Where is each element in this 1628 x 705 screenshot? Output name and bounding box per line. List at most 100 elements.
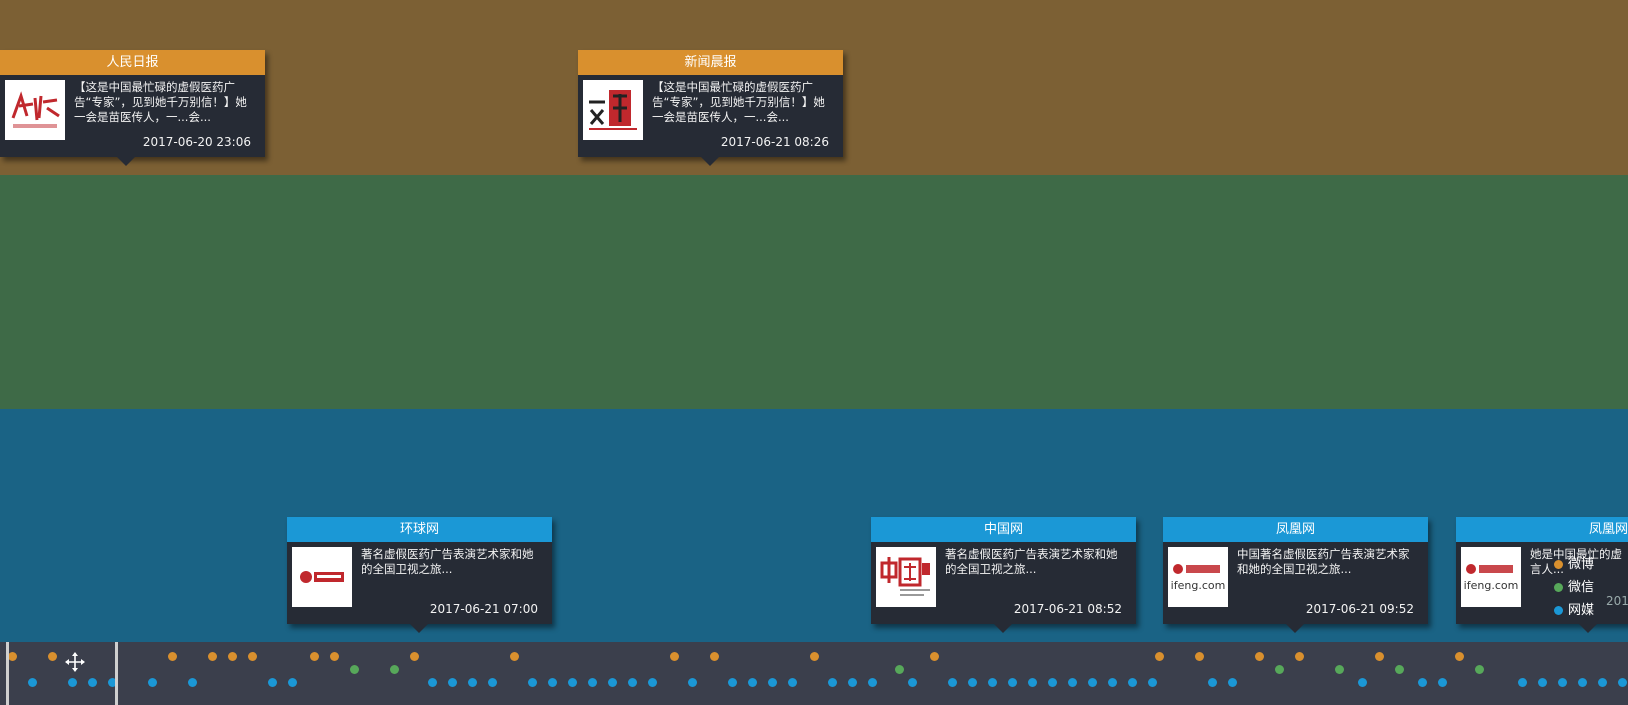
card-summary: 【这是中国最忙碌的虚假医药广告“专家”，见到她千万别信！】她一会是苗医传人，一.… <box>74 80 247 124</box>
weibo-event-dot[interactable] <box>930 652 939 661</box>
media-event-dot[interactable] <box>628 678 637 687</box>
media-event-dot[interactable] <box>1148 678 1157 687</box>
weibo-event-dot[interactable] <box>810 652 819 661</box>
media-event-dot[interactable] <box>1358 678 1367 687</box>
news-card-ifeng-2[interactable]: 凤凰网 ifeng.com 她是中国最忙的虚言人... 2017 <box>1456 517 1628 633</box>
media-event-dot[interactable] <box>748 678 757 687</box>
media-event-dot[interactable] <box>1048 678 1057 687</box>
media-event-dot[interactable] <box>68 678 77 687</box>
media-event-dot[interactable] <box>1088 678 1097 687</box>
weibo-event-dot[interactable] <box>1155 652 1164 661</box>
media-event-dot[interactable] <box>868 678 877 687</box>
media-event-dot[interactable] <box>1558 678 1567 687</box>
news-card-renmin[interactable]: 人民日报 【这是中国最忙碌的虚假医药广告“专家”，见到她千万别信！】她一会是苗医… <box>0 50 265 166</box>
media-event-dot[interactable] <box>1128 678 1137 687</box>
media-event-dot[interactable] <box>1108 678 1117 687</box>
ifeng-logo-image: ifeng.com <box>1461 547 1521 607</box>
media-event-dot[interactable] <box>1228 678 1237 687</box>
news-card-zhongguo[interactable]: 中国网 著名虚假医药广告表演艺术家和她的全国卫视之旅... 2017-06-21… <box>871 517 1136 633</box>
media-event-dot[interactable] <box>688 678 697 687</box>
media-event-dot[interactable] <box>188 678 197 687</box>
weibo-event-dot[interactable] <box>410 652 419 661</box>
media-event-dot[interactable] <box>88 678 97 687</box>
media-event-dot[interactable] <box>28 678 37 687</box>
media-dot-icon <box>1554 606 1563 615</box>
weixin-event-dot[interactable] <box>350 665 359 674</box>
weixin-event-dot[interactable] <box>895 665 904 674</box>
media-event-dot[interactable] <box>468 678 477 687</box>
weibo-event-dot[interactable] <box>168 652 177 661</box>
card-time: 2017-06-21 08:52 <box>1013 602 1122 616</box>
weibo-event-dot[interactable] <box>1295 652 1304 661</box>
media-event-dot[interactable] <box>848 678 857 687</box>
weixin-event-dot[interactable] <box>1335 665 1344 674</box>
weibo-event-dot[interactable] <box>510 652 519 661</box>
weibo-event-dot[interactable] <box>1455 652 1464 661</box>
media-event-dot[interactable] <box>1598 678 1607 687</box>
weibo-event-dot[interactable] <box>310 652 319 661</box>
news-card-huanqiu[interactable]: 环球网 著名虚假医药广告表演艺术家和她的全国卫视之旅... 2017-06-21… <box>287 517 552 633</box>
weibo-event-dot[interactable] <box>1375 652 1384 661</box>
weibo-event-dot[interactable] <box>208 652 217 661</box>
weixin-event-dot[interactable] <box>1275 665 1284 674</box>
media-event-dot[interactable] <box>728 678 737 687</box>
media-event-dot[interactable] <box>268 678 277 687</box>
media-event-dot[interactable] <box>1028 678 1037 687</box>
weibo-event-dot[interactable] <box>1255 652 1264 661</box>
media-event-dot[interactable] <box>1518 678 1527 687</box>
media-event-dot[interactable] <box>1068 678 1077 687</box>
weibo-dot-icon <box>1554 560 1563 569</box>
weibo-event-dot[interactable] <box>48 652 57 661</box>
card-summary: 她是中国最忙的虚言人... <box>1530 547 1622 576</box>
media-event-dot[interactable] <box>488 678 497 687</box>
timeline-strip[interactable] <box>0 642 1628 705</box>
media-event-dot[interactable] <box>428 678 437 687</box>
weibo-event-dot[interactable] <box>8 652 17 661</box>
legend-item-media[interactable]: 网媒 <box>1550 599 1628 622</box>
media-event-dot[interactable] <box>948 678 957 687</box>
media-event-dot[interactable] <box>768 678 777 687</box>
media-event-dot[interactable] <box>968 678 977 687</box>
news-card-ifeng-1[interactable]: 凤凰网 ifeng.com 中国著名虚假医药广告表演艺术家和她的全国卫视之旅..… <box>1163 517 1428 633</box>
media-event-dot[interactable] <box>648 678 657 687</box>
media-event-dot[interactable] <box>448 678 457 687</box>
media-event-dot[interactable] <box>1538 678 1547 687</box>
media-event-dot[interactable] <box>288 678 297 687</box>
media-event-dot[interactable] <box>1438 678 1447 687</box>
legend-item-weibo[interactable]: 微博 <box>1550 553 1628 576</box>
media-event-dot[interactable] <box>568 678 577 687</box>
media-event-dot[interactable] <box>588 678 597 687</box>
card-summary: 著名虚假医药广告表演艺术家和她的全国卫视之旅... <box>945 547 1118 576</box>
weibo-event-dot[interactable] <box>710 652 719 661</box>
legend-item-weixin[interactable]: 微信 <box>1550 576 1628 599</box>
legend-label: 微博 <box>1568 557 1595 572</box>
move-icon[interactable] <box>64 651 86 673</box>
card-summary: 著名虚假医药广告表演艺术家和她的全国卫视之旅... <box>361 547 534 576</box>
media-event-dot[interactable] <box>1208 678 1217 687</box>
media-event-dot[interactable] <box>1008 678 1017 687</box>
weixin-event-dot[interactable] <box>1475 665 1484 674</box>
media-event-dot[interactable] <box>528 678 537 687</box>
media-event-dot[interactable] <box>788 678 797 687</box>
media-event-dot[interactable] <box>148 678 157 687</box>
media-event-dot[interactable] <box>988 678 997 687</box>
media-event-dot[interactable] <box>548 678 557 687</box>
media-event-dot[interactable] <box>1578 678 1587 687</box>
news-card-chenbao[interactable]: 新闻晨报 【这是中国最忙碌的虚假医药广告“专家”，见到她千万别信！】她一会是苗医… <box>578 50 843 166</box>
weibo-event-dot[interactable] <box>228 652 237 661</box>
media-event-dot[interactable] <box>608 678 617 687</box>
media-event-dot[interactable] <box>908 678 917 687</box>
weixin-event-dot[interactable] <box>390 665 399 674</box>
weibo-event-dot[interactable] <box>1195 652 1204 661</box>
media-event-dot[interactable] <box>108 678 117 687</box>
media-event-dot[interactable] <box>828 678 837 687</box>
huanqiu-logo-image <box>292 547 352 607</box>
media-event-dot[interactable] <box>1418 678 1427 687</box>
timeline-window-handle[interactable] <box>6 642 118 705</box>
media-event-dot[interactable] <box>1618 678 1627 687</box>
weibo-event-dot[interactable] <box>670 652 679 661</box>
weibo-event-dot[interactable] <box>248 652 257 661</box>
zhongguo-logo-image <box>876 547 936 607</box>
weixin-event-dot[interactable] <box>1395 665 1404 674</box>
weibo-event-dot[interactable] <box>330 652 339 661</box>
